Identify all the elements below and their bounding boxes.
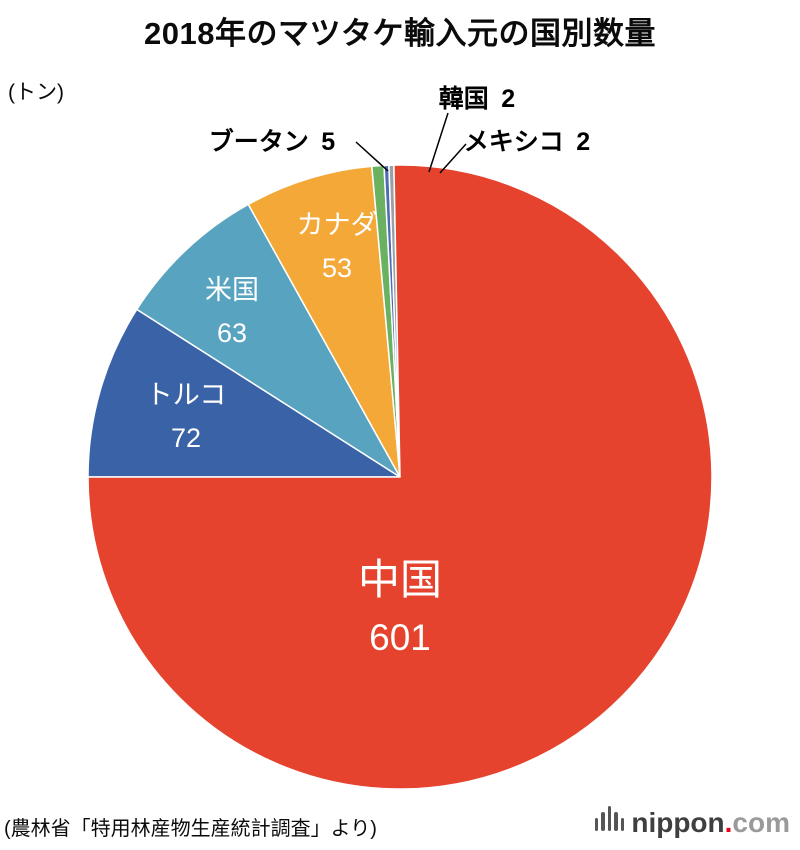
leader-line-メキシコ [439, 143, 467, 174]
slice-label-トルコ: トルコ [146, 380, 226, 410]
slice-label-米国: 米国 [205, 275, 259, 305]
leader-line-ブータン [355, 141, 389, 172]
slice-value-トルコ: 72 [171, 423, 201, 453]
slice-label-カナダ: カナダ [297, 210, 378, 240]
nippon-logo: nippon.com [594, 806, 790, 837]
callout-label-ブータン: ブータン 5 [209, 127, 336, 156]
pie-slice-トルコ [87, 308, 401, 478]
slice-value-カナダ: 53 [322, 253, 352, 283]
pie-slice-米国 [136, 203, 401, 478]
logo-dot: . [724, 807, 733, 838]
logo-brand: nippon [631, 807, 725, 838]
callout-label-韓国: 韓国 2 [439, 85, 515, 113]
source-note: (農林省「特用林産物生産統計調査」より) [4, 818, 377, 840]
slice-value-中国: 601 [369, 617, 431, 658]
unit-label: (トン) [8, 81, 64, 104]
pie-slice-中国 [87, 164, 713, 790]
slice-value-米国: 63 [217, 318, 247, 348]
slice-label-中国: 中国 [358, 556, 442, 603]
pie-slice-カナダ [247, 165, 401, 478]
nippon-logo-icon [594, 806, 625, 837]
leader-line-韓国 [428, 112, 449, 173]
nippon-logo-text: nippon.com [631, 809, 790, 837]
chart-title: 2018年のマツタケ輸入元の国別数量 [144, 16, 656, 51]
callout-label-メキシコ: メキシコ 2 [464, 128, 590, 156]
logo-suffix: com [732, 807, 790, 838]
